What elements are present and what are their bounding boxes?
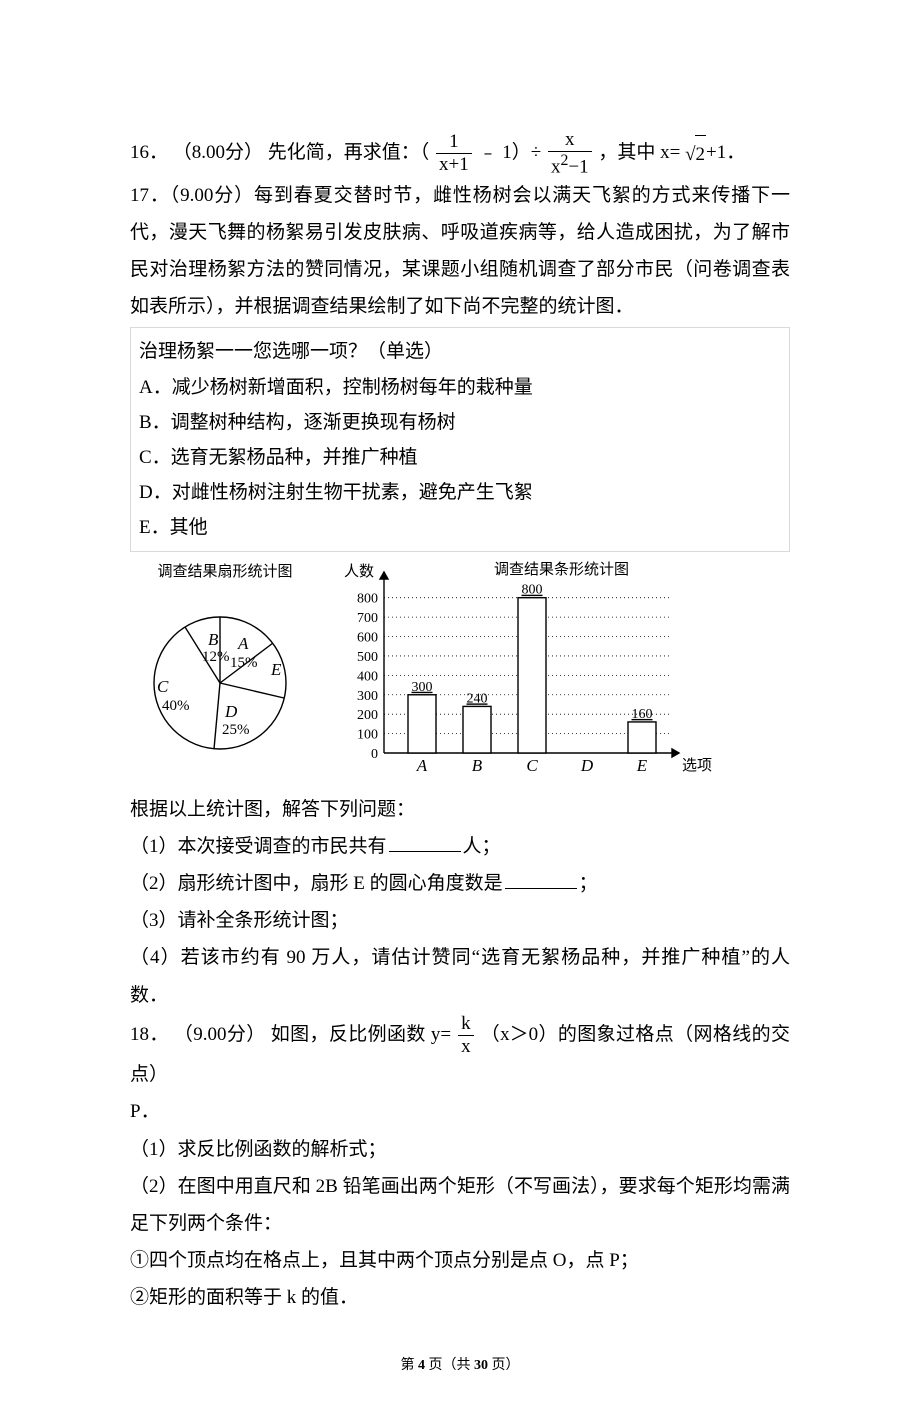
q17-opt-a: A．减少杨树新增面积，控制杨树每年的栽种量 bbox=[139, 370, 781, 405]
q18-trail: P． bbox=[130, 1093, 790, 1130]
q17-number: 17． bbox=[130, 185, 170, 206]
q17-bar-wrap: 调查结果条形统计图 人数 选项 0 100 200 300 400 500 600 700 80… bbox=[324, 558, 714, 791]
q17-sub2: （2）扇形统计图中，扇形 E 的圆心角度数是； bbox=[130, 865, 790, 902]
q17-bar-xlabel: 选项 bbox=[682, 757, 712, 774]
svg-text:240: 240 bbox=[467, 692, 488, 707]
q16-mid1: ﹣ 1）÷ bbox=[479, 142, 542, 163]
svg-text:C: C bbox=[526, 756, 538, 775]
q17-box-title: 治理杨絮一一您选哪一项？（单选） bbox=[139, 334, 781, 369]
svg-text:700: 700 bbox=[357, 611, 378, 626]
q17-opt-d: D．对雌性杨树注射生物干扰素，避免产生飞絮 bbox=[139, 475, 781, 510]
question-16: 16． （8.00分） 先化简，再求值：（ 1 x+1 ﹣ 1）÷ x x2−1… bbox=[130, 130, 790, 177]
pie-label-e: E bbox=[270, 660, 282, 679]
svg-text:500: 500 bbox=[357, 650, 378, 665]
q18-sub2a: ①四个顶点均在格点上，且其中两个顶点分别是点 O，点 P； bbox=[130, 1242, 790, 1279]
q16-tail: +1． bbox=[706, 142, 745, 163]
svg-text:160: 160 bbox=[632, 707, 653, 722]
q17-pie-wrap: 调查结果扇形统计图 A B C D E bbox=[130, 558, 320, 780]
q18-points: （9.00分） bbox=[174, 1023, 266, 1044]
q17-pie-title: 调查结果扇形统计图 bbox=[130, 558, 320, 587]
question-17: 17．（9.00分）每到春夏交替时节，雌性杨树会以满天飞絮的方式来传播下一代，漫… bbox=[130, 177, 790, 325]
bar-grid: 0 100 200 300 400 500 600 700 800 bbox=[357, 592, 669, 762]
q17-opt-e: E．其他 bbox=[139, 510, 781, 545]
question-18: 18． （9.00分） 如图，反比例函数 y= k x （x＞0）的图象过格点（… bbox=[130, 1014, 790, 1094]
q17-survey-box: 治理杨絮一一您选哪一项？（单选） A．减少杨树新增面积，控制杨树每年的栽种量 B… bbox=[130, 327, 790, 552]
pie-label-b: B bbox=[208, 630, 219, 649]
svg-text:600: 600 bbox=[357, 631, 378, 646]
svg-text:400: 400 bbox=[357, 670, 378, 685]
q16-frac1: 1 x+1 bbox=[436, 132, 472, 175]
svg-text:B: B bbox=[472, 756, 483, 775]
q18-frac: k x bbox=[458, 1014, 474, 1057]
q17-opt-b: B．调整树种结构，逐渐更换现有杨树 bbox=[139, 405, 781, 440]
q18-number: 18． bbox=[130, 1023, 169, 1044]
pie-label-d: D bbox=[224, 702, 238, 721]
svg-text:E: E bbox=[636, 756, 648, 775]
q17-sub4: （4）若该市约有 90 万人，请估计赞同“选育无絮杨品种，并推广种植”的人数． bbox=[130, 939, 790, 1013]
q16-frac2: x x2−1 bbox=[548, 130, 592, 177]
svg-text:A: A bbox=[416, 756, 428, 775]
q17-pie-svg: A B C D E 15% 12% 40% 25% bbox=[130, 587, 320, 767]
pie-label-a: A bbox=[237, 634, 249, 653]
q18-lead: 如图，反比例函数 y= bbox=[271, 1023, 451, 1044]
pie-label-c: C bbox=[157, 677, 169, 696]
bar-bars: 300 240 800 160 bbox=[408, 583, 656, 753]
pie-pct-a: 15% bbox=[230, 655, 258, 671]
q16-sqrt: √2 bbox=[685, 135, 706, 173]
page-footer: 第 4 页（共 30 页） bbox=[130, 1352, 790, 1379]
q17-bar-ylabel: 人数 bbox=[344, 563, 374, 580]
svg-text:800: 800 bbox=[357, 592, 378, 607]
svg-text:0: 0 bbox=[371, 747, 378, 762]
blank bbox=[505, 869, 577, 889]
pie-pct-b: 12% bbox=[202, 649, 230, 665]
q16-mid2: ，其中 x= bbox=[598, 142, 680, 163]
svg-text:800: 800 bbox=[522, 583, 543, 598]
svg-text:300: 300 bbox=[412, 680, 433, 695]
svg-text:100: 100 bbox=[357, 728, 378, 743]
q16-points: （8.00分） bbox=[173, 142, 263, 163]
q18-sub1: （1）求反比例函数的解析式； bbox=[130, 1131, 790, 1168]
svg-text:D: D bbox=[580, 756, 594, 775]
q17-bar-title: 调查结果条形统计图 bbox=[494, 561, 629, 578]
q16-number: 16． bbox=[130, 142, 168, 163]
q17-opt-c: C．选育无絮杨品种，并推广种植 bbox=[139, 440, 781, 475]
pie-pct-d: 25% bbox=[222, 722, 250, 738]
q17-figures: 调查结果扇形统计图 A B C D E bbox=[130, 558, 790, 791]
svg-text:200: 200 bbox=[357, 708, 378, 723]
q17-sub3: （3）请补全条形统计图； bbox=[130, 902, 790, 939]
pie-pct-c: 40% bbox=[162, 698, 190, 714]
bar-cats: A B C D E bbox=[416, 756, 648, 775]
q17-bar-svg: 调查结果条形统计图 人数 选项 0 100 200 300 400 500 600 700 80… bbox=[324, 558, 714, 778]
q17-sub1: （1）本次接受调查的市民共有人； bbox=[130, 828, 790, 865]
q16-lead: 先化简，再求值：（ bbox=[268, 142, 430, 163]
q17-points: （9.00分） bbox=[170, 185, 254, 206]
svg-text:300: 300 bbox=[357, 689, 378, 704]
q17-after: 根据以上统计图，解答下列问题： bbox=[130, 791, 790, 828]
blank bbox=[389, 832, 461, 852]
q18-sub2: （2）在图中用直尺和 2B 铅笔画出两个矩形（不写画法），要求每个矩形均需满足下… bbox=[130, 1168, 790, 1242]
q18-sub2b: ②矩形的面积等于 k 的值． bbox=[130, 1279, 790, 1316]
